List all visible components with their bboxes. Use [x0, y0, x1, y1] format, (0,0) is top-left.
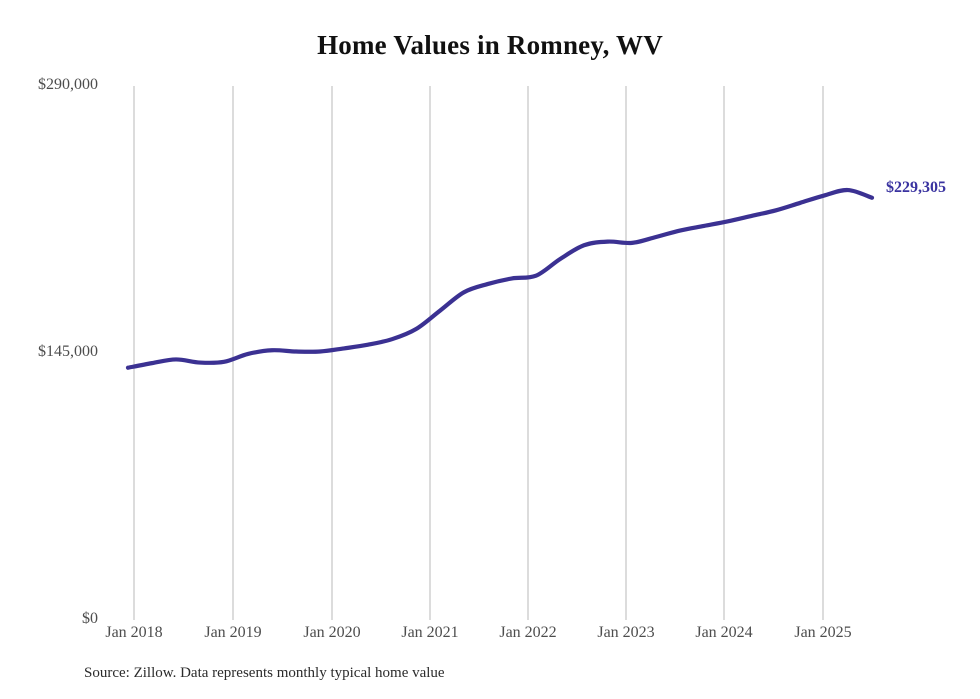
x-tick-label-jan-2024: Jan 2024: [695, 624, 753, 641]
chart-title: Home Values in Romney, WV: [317, 30, 663, 60]
y-tick-label-mid: $145,000: [38, 343, 98, 360]
vertical-gridlines: [133, 86, 824, 620]
y-tick-label-bottom: $0: [82, 610, 98, 627]
end-value-label: $229,305: [886, 179, 946, 196]
series-line-typical-home-value: [125, 187, 875, 370]
x-tick-label-jan-2018: Jan 2018: [105, 624, 163, 641]
x-tick-label-jan-2023: Jan 2023: [597, 624, 655, 641]
source-note: Source: Zillow. Data represents monthly …: [84, 665, 445, 681]
x-tick-label-jan-2021: Jan 2021: [401, 624, 459, 641]
x-tick-label-jan-2020: Jan 2020: [303, 624, 361, 641]
x-tick-label-jan-2025: Jan 2025: [794, 624, 852, 641]
x-tick-label-jan-2019: Jan 2019: [204, 624, 262, 641]
y-tick-label-top: $290,000: [38, 76, 98, 93]
x-tick-label-jan-2022: Jan 2022: [499, 624, 557, 641]
